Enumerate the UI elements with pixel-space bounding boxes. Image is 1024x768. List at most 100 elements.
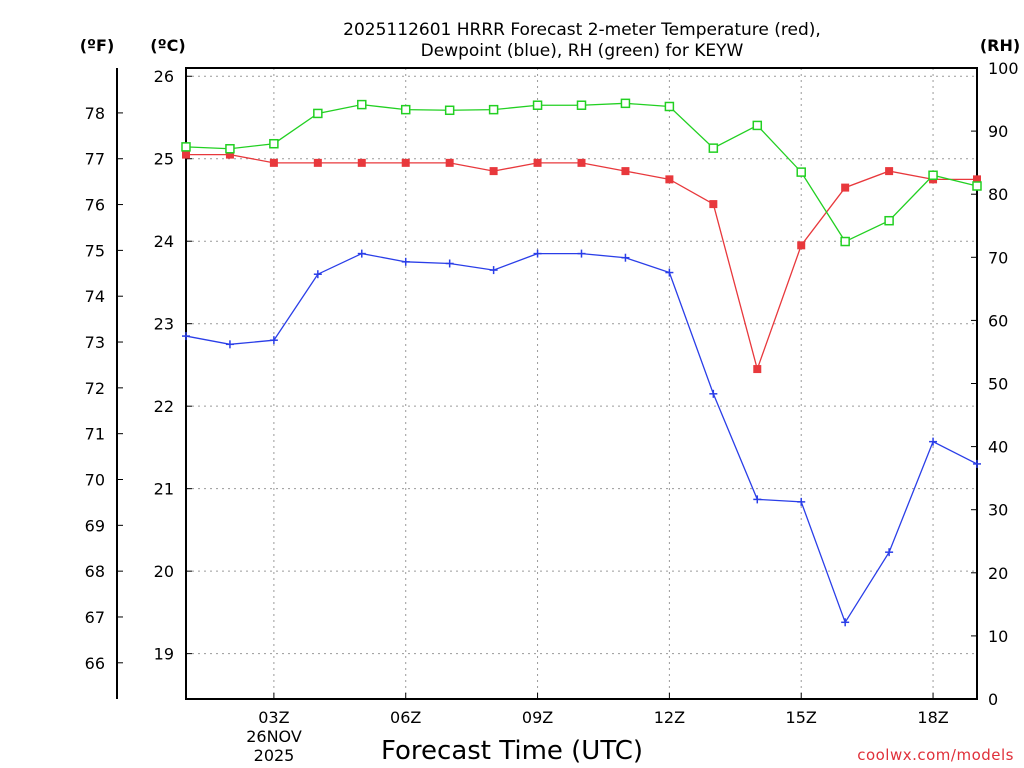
rh-unit-label: (RH) xyxy=(980,36,1020,55)
rh-tick-label: 70 xyxy=(988,248,1008,267)
dewpoint-line xyxy=(185,252,978,624)
x-tick-label: 03Z xyxy=(258,708,289,727)
dewpoint-point xyxy=(885,548,894,557)
celsius-tick-label: 24 xyxy=(154,232,174,251)
title: 2025112601 HRRR Forecast 2-meter Tempera… xyxy=(343,20,821,61)
rh-point xyxy=(181,142,191,152)
rh-tick-label: 40 xyxy=(988,438,1008,457)
rh-point xyxy=(313,108,323,119)
rh-tick-label: 30 xyxy=(988,501,1008,520)
rh-point xyxy=(269,138,279,149)
fahrenheit-tick-label: 68 xyxy=(85,562,105,581)
rh-point xyxy=(488,104,499,115)
fahrenheit-tick-label: 66 xyxy=(85,654,105,673)
temperature-line xyxy=(186,153,977,372)
dewpoint-point xyxy=(665,268,674,277)
rh-point xyxy=(620,98,631,109)
celsius-tick-label: 20 xyxy=(154,562,174,581)
dewpoint-point xyxy=(621,253,630,262)
data-series xyxy=(181,98,982,627)
rh-point xyxy=(664,101,675,112)
fahrenheit-tick-label: 70 xyxy=(85,471,105,490)
rh-tick-label: 10 xyxy=(988,627,1008,646)
rh-point xyxy=(532,100,543,110)
dewpoint-point xyxy=(445,259,454,268)
tick-labels: 19 20 21 22 23 24 25 26 66 67 68 69 70 71 72 73 74 75 76 77… xyxy=(85,59,1019,727)
rh-point xyxy=(796,167,806,177)
fahrenheit-unit-label: (ºF) xyxy=(80,36,115,55)
title-line-1: 2025112601 HRRR Forecast 2-meter Tempera… xyxy=(343,20,821,40)
dewpoint-point xyxy=(269,336,278,345)
fahrenheit-tick-label: 69 xyxy=(85,516,105,535)
fahrenheit-tick-label: 73 xyxy=(85,333,105,352)
temperature-point xyxy=(489,167,498,176)
rh-point xyxy=(884,215,894,226)
dewpoint-point xyxy=(797,497,806,506)
temperature-point xyxy=(797,241,806,250)
fahrenheit-tick-label: 76 xyxy=(85,196,105,215)
temperature-point xyxy=(269,158,278,167)
fahrenheit-tick-label: 74 xyxy=(85,287,105,306)
dewpoint-point xyxy=(357,249,366,258)
credit-label: coolwx.com/models xyxy=(857,746,1014,764)
rh-tick-label: 90 xyxy=(988,122,1008,141)
dewpoint-point xyxy=(225,340,234,349)
rh-point xyxy=(928,170,938,181)
temperature-point xyxy=(401,158,410,167)
date-label-day: 26NOV xyxy=(246,727,302,746)
rh-tick-label: 80 xyxy=(988,185,1008,204)
temperature-point xyxy=(841,183,850,192)
rh-tick-label: 20 xyxy=(988,564,1008,583)
temperature-point xyxy=(973,175,981,184)
temperature-point xyxy=(621,167,630,176)
fahrenheit-tick-label: 75 xyxy=(85,241,105,260)
rh-tick-label: 100 xyxy=(988,59,1019,78)
x-tick-label: 12Z xyxy=(654,708,685,727)
celsius-unit-label: (ºC) xyxy=(150,36,185,55)
axes xyxy=(116,67,978,700)
temperature-point xyxy=(357,158,366,167)
x-axis-title: Forecast Time (UTC) xyxy=(381,736,643,766)
dewpoint-point xyxy=(533,249,542,258)
temperature-point xyxy=(225,150,234,159)
temperature-point xyxy=(182,150,190,159)
rh-point xyxy=(576,100,587,110)
celsius-tick-label: 19 xyxy=(154,645,174,664)
dewpoint-point xyxy=(753,495,762,504)
temperature-point xyxy=(533,158,542,167)
dewpoint-point xyxy=(577,249,586,258)
x-tick-label: 06Z xyxy=(390,708,421,727)
dewpoint-point xyxy=(841,618,850,627)
temperature-point xyxy=(753,365,762,374)
celsius-tick-label: 22 xyxy=(154,397,174,416)
dewpoint-point xyxy=(973,459,981,468)
title-line-2: Dewpoint (blue), RH (green) for KEYW xyxy=(421,41,744,61)
fahrenheit-tick-label: 67 xyxy=(85,608,105,627)
rh-point xyxy=(444,105,455,116)
celsius-tick-label: 25 xyxy=(154,150,174,169)
rh-tick-label: 50 xyxy=(988,375,1008,394)
date-label-year: 2025 xyxy=(254,746,295,765)
rh-line xyxy=(185,102,978,243)
celsius-tick-label: 26 xyxy=(154,67,174,86)
celsius-tick-label: 23 xyxy=(154,315,174,334)
rh-tick-label: 60 xyxy=(988,311,1008,330)
dewpoint-point xyxy=(401,257,410,266)
fahrenheit-tick-label: 72 xyxy=(85,379,105,398)
x-tick-label: 18Z xyxy=(917,708,948,727)
rh-point xyxy=(840,236,850,247)
rh-point xyxy=(357,99,367,110)
x-tick-label: 15Z xyxy=(786,708,817,727)
x-tick-label: 09Z xyxy=(522,708,553,727)
rh-point xyxy=(752,120,763,131)
dewpoint-point xyxy=(489,266,498,275)
rh-point xyxy=(708,143,719,153)
dewpoint-point xyxy=(313,270,322,279)
dewpoint-point xyxy=(182,332,190,341)
fahrenheit-tick-label: 78 xyxy=(85,104,105,123)
rh-tick-label: 0 xyxy=(988,690,998,709)
temperature-point xyxy=(885,167,894,176)
fahrenheit-tick-label: 71 xyxy=(85,425,105,444)
rh-point xyxy=(225,144,235,154)
